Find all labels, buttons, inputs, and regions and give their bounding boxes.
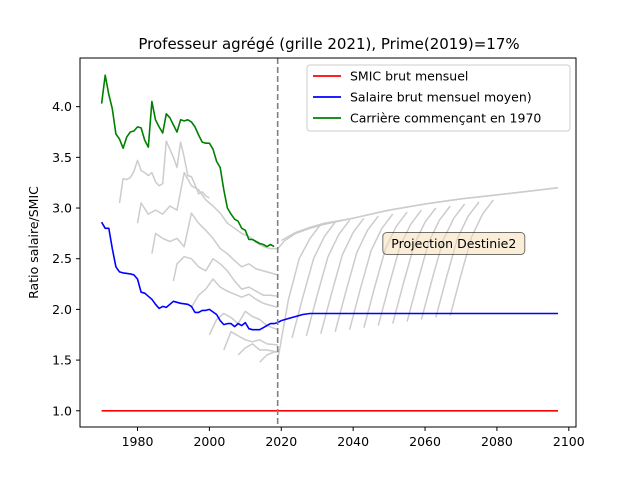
legend: SMIC brut mensuel Salaire brut mensuel mo… bbox=[306, 64, 571, 132]
y-tick-label: 2.5 bbox=[52, 251, 72, 266]
background-line-6 bbox=[208, 310, 278, 336]
y-tick-label: 1.5 bbox=[52, 353, 72, 368]
x-axis-ticks: 1980 2000 2020 2040 2060 2080 2100 bbox=[122, 427, 585, 449]
y-tick-label: 1.0 bbox=[52, 403, 72, 418]
y-tick-label: 4.0 bbox=[52, 99, 72, 114]
x-tick-label: 2080 bbox=[481, 434, 513, 449]
projection-annotation: Projection Destinie2 bbox=[382, 232, 526, 256]
background-line-12 bbox=[291, 221, 336, 338]
y-tick-label: 2.0 bbox=[52, 302, 72, 317]
background-line-4 bbox=[172, 255, 278, 297]
x-tick-label: 1980 bbox=[122, 434, 154, 449]
background-line-16 bbox=[348, 213, 394, 330]
legend-box bbox=[306, 64, 571, 132]
x-tick-label: 2060 bbox=[409, 434, 441, 449]
background-line-1 bbox=[118, 140, 210, 204]
x-tick-label: 2040 bbox=[337, 434, 369, 449]
background-line-3 bbox=[151, 212, 278, 276]
y-tick-label: 3.5 bbox=[52, 150, 72, 165]
background-line-9 bbox=[259, 351, 278, 363]
background-line-10 bbox=[280, 187, 559, 242]
annotation-box bbox=[382, 232, 526, 256]
background-line-13 bbox=[305, 219, 351, 336]
y-axis-ticks: 1.0 1.5 2.0 2.5 3.0 3.5 4.0 bbox=[52, 99, 80, 418]
background-line-5 bbox=[190, 278, 278, 309]
background-line-8 bbox=[237, 343, 278, 356]
x-tick-label: 2000 bbox=[193, 434, 225, 449]
chart-title: Professeur agrégé (grille 2021), Prime(2… bbox=[138, 35, 519, 53]
background-line-14 bbox=[320, 217, 365, 334]
y-tick-label: 3.0 bbox=[52, 201, 72, 216]
y-axis-label: Ratio salaire/SMIC bbox=[26, 186, 41, 299]
legend-label-3: Carrière commençant en 1970 bbox=[350, 111, 541, 126]
background-line-7 bbox=[223, 330, 278, 351]
x-tick-label: 2020 bbox=[265, 434, 297, 449]
x-tick-label: 2100 bbox=[553, 434, 585, 449]
annotation-text: Projection Destinie2 bbox=[391, 236, 516, 251]
legend-label-1: SMIC brut mensuel bbox=[350, 69, 468, 84]
legend-label-2: Salaire brut mensuel moyen) bbox=[350, 90, 532, 105]
background-line-15 bbox=[334, 215, 379, 332]
series-line-3 bbox=[100, 74, 275, 248]
axes-frame bbox=[79, 57, 577, 428]
